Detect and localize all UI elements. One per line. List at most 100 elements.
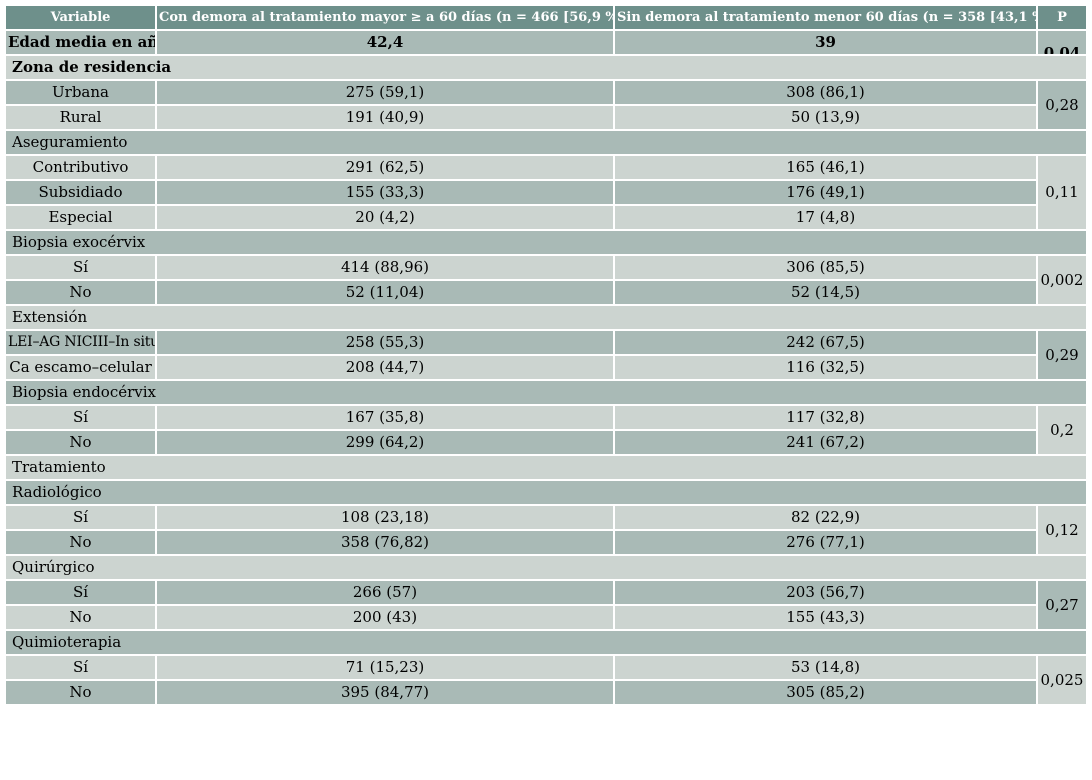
row-label: Ca escamo–celular <box>6 356 155 379</box>
table-row-edad: Edad media en años 42,4 39 0,04 <box>6 31 1086 54</box>
p-value-clipped: 0,04 <box>1043 44 1081 54</box>
table-row-ca: Ca escamo–celular 208 (44,7) 116 (32,5) <box>6 356 1086 379</box>
section-row-biopsia-endocervix: Biopsia endocérvix <box>6 381 1086 404</box>
p-value: 0,12 <box>1038 506 1086 554</box>
value-sin-demora: 242 (67,5) <box>615 331 1036 354</box>
value-sin-demora: 155 (43,3) <box>615 606 1036 629</box>
col-header-variable: Variable <box>6 6 155 29</box>
p-value-cell: 0,04 <box>1038 31 1086 54</box>
value-con-demora: 299 (64,2) <box>157 431 613 454</box>
value-sin-demora: 176 (49,1) <box>615 181 1036 204</box>
row-label: No <box>6 681 155 704</box>
row-label: Edad media en años <box>6 31 155 54</box>
table-row-rural: Rural 191 (40,9) 50 (13,9) <box>6 106 1086 129</box>
table-row-ben-no: No 299 (64,2) 241 (67,2) <box>6 431 1086 454</box>
section-label: Aseguramiento <box>6 131 1086 154</box>
p-value: 0,27 <box>1038 581 1086 629</box>
col-header-con-demora: Con demora al tratamiento mayor ≥ a 60 d… <box>157 6 613 29</box>
value-con-demora: 108 (23,18) <box>157 506 613 529</box>
row-label: Urbana <box>6 81 155 104</box>
section-label: Biopsia exocérvix <box>6 231 1086 254</box>
row-label: No <box>6 431 155 454</box>
row-label: Sí <box>6 581 155 604</box>
value-sin-demora: 52 (14,5) <box>615 281 1036 304</box>
value-con-demora: 52 (11,04) <box>157 281 613 304</box>
value-con-demora: 200 (43) <box>157 606 613 629</box>
value-sin-demora: 165 (46,1) <box>615 156 1036 179</box>
value-con-demora: 191 (40,9) <box>157 106 613 129</box>
p-value: 0,11 <box>1038 156 1086 229</box>
section-label: Tratamiento <box>6 456 1086 479</box>
value-sin-demora: 17 (4,8) <box>615 206 1036 229</box>
value-con-demora: 258 (55,3) <box>157 331 613 354</box>
section-label: Extensión <box>6 306 1086 329</box>
p-value: 0,2 <box>1038 406 1086 454</box>
table-row-bex-si: Sí 414 (88,96) 306 (85,5) 0,002 <box>6 256 1086 304</box>
value-con-demora: 395 (84,77) <box>157 681 613 704</box>
value-sin-demora: 241 (67,2) <box>615 431 1036 454</box>
p-value: 0,29 <box>1038 331 1086 379</box>
section-row-radiologico: Radiológico <box>6 481 1086 504</box>
table-row-especial: Especial 20 (4,2) 17 (4,8) <box>6 206 1086 229</box>
row-label: Subsidiado <box>6 181 155 204</box>
section-row-quirurgico: Quirúrgico <box>6 556 1086 579</box>
table-row-qmt-no: No 395 (84,77) 305 (85,2) <box>6 681 1086 704</box>
header-row: Variable Con demora al tratamiento mayor… <box>6 6 1086 29</box>
value-con-demora: 42,4 <box>157 31 613 54</box>
table-row-bex-no: No 52 (11,04) 52 (14,5) <box>6 281 1086 304</box>
section-label: Biopsia endocérvix <box>6 381 1086 404</box>
row-label: No <box>6 281 155 304</box>
value-sin-demora: 306 (85,5) <box>615 256 1036 279</box>
col-header-sin-demora: Sin demora al tratamiento menor 60 días … <box>615 6 1036 29</box>
value-sin-demora: 203 (56,7) <box>615 581 1036 604</box>
value-con-demora: 208 (44,7) <box>157 356 613 379</box>
value-con-demora: 275 (59,1) <box>157 81 613 104</box>
section-row-extension: Extensión <box>6 306 1086 329</box>
value-con-demora: 358 (76,82) <box>157 531 613 554</box>
table-row-lei: LEI–AG NICIII–In situ 258 (55,3) 242 (67… <box>6 331 1086 379</box>
section-label: Radiológico <box>6 481 1086 504</box>
value-sin-demora: 39 <box>615 31 1036 54</box>
table-row-subsidiado: Subsidiado 155 (33,3) 176 (49,1) <box>6 181 1086 204</box>
delay-treatment-table: Variable Con demora al tratamiento mayor… <box>4 4 1088 706</box>
section-row-aseguramiento: Aseguramiento <box>6 131 1086 154</box>
table-row-contributivo: Contributivo 291 (62,5) 165 (46,1) 0,11 <box>6 156 1086 229</box>
value-sin-demora: 305 (85,2) <box>615 681 1036 704</box>
table-row-qmt-si: Sí 71 (15,23) 53 (14,8) 0,025 <box>6 656 1086 704</box>
value-sin-demora: 116 (32,5) <box>615 356 1036 379</box>
value-con-demora: 20 (4,2) <box>157 206 613 229</box>
section-label: Zona de residencia <box>6 56 1086 79</box>
p-clip-wrapper: 0,04 <box>1040 31 1084 54</box>
value-sin-demora: 308 (86,1) <box>615 81 1036 104</box>
table-row-rad-si: Sí 108 (23,18) 82 (22,9) 0,12 <box>6 506 1086 554</box>
section-row-biopsia-exocervix: Biopsia exocérvix <box>6 231 1086 254</box>
table-row-urbana: Urbana 275 (59,1) 308 (86,1) 0,28 <box>6 81 1086 129</box>
row-label: Sí <box>6 656 155 679</box>
row-label: Sí <box>6 506 155 529</box>
p-value: 0,002 <box>1038 256 1086 304</box>
row-label: Sí <box>6 406 155 429</box>
section-label: Quimioterapia <box>6 631 1086 654</box>
section-row-tratamiento: Tratamiento <box>6 456 1086 479</box>
row-label: LEI–AG NICIII–In situ <box>6 331 155 354</box>
row-label: No <box>6 531 155 554</box>
value-con-demora: 167 (35,8) <box>157 406 613 429</box>
row-label: Contributivo <box>6 156 155 179</box>
table-row-ben-si: Sí 167 (35,8) 117 (32,8) 0,2 <box>6 406 1086 454</box>
value-con-demora: 71 (15,23) <box>157 656 613 679</box>
value-con-demora: 266 (57) <box>157 581 613 604</box>
value-con-demora: 414 (88,96) <box>157 256 613 279</box>
table-row-qui-si: Sí 266 (57) 203 (56,7) 0,27 <box>6 581 1086 629</box>
value-sin-demora: 50 (13,9) <box>615 106 1036 129</box>
row-label: Sí <box>6 256 155 279</box>
value-sin-demora: 53 (14,8) <box>615 656 1036 679</box>
row-label: Rural <box>6 106 155 129</box>
value-sin-demora: 276 (77,1) <box>615 531 1036 554</box>
section-row-quimioterapia: Quimioterapia <box>6 631 1086 654</box>
value-con-demora: 291 (62,5) <box>157 156 613 179</box>
p-value: 0,025 <box>1038 656 1086 704</box>
section-label: Quirúrgico <box>6 556 1086 579</box>
value-sin-demora: 117 (32,8) <box>615 406 1036 429</box>
table-row-rad-no: No 358 (76,82) 276 (77,1) <box>6 531 1086 554</box>
table-row-qui-no: No 200 (43) 155 (43,3) <box>6 606 1086 629</box>
